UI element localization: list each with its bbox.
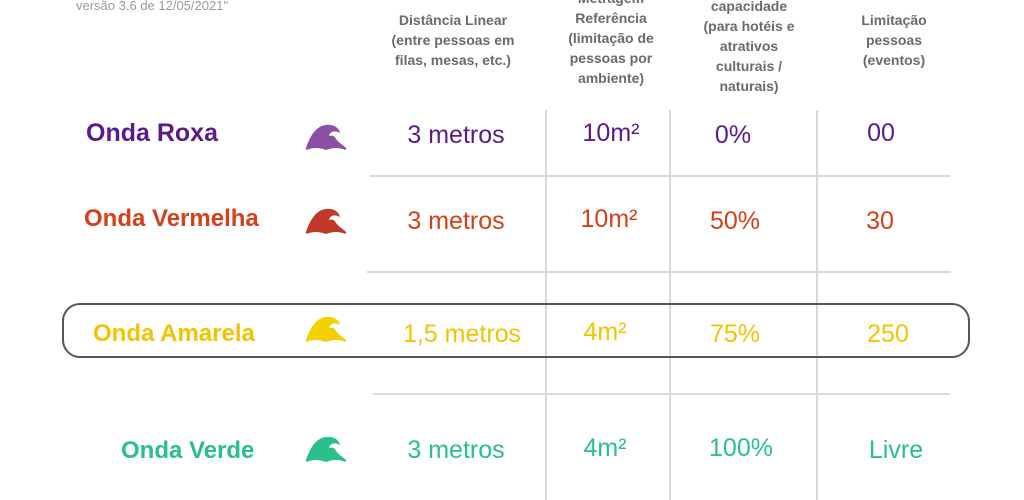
cell-area: 10m²: [582, 119, 640, 147]
cell-distance: 3 metros: [407, 121, 505, 149]
cell-area: 4m²: [583, 318, 627, 346]
grid-line: [545, 110, 547, 500]
cell-area: 4m²: [583, 434, 627, 462]
wave-icon: [305, 208, 347, 234]
cell-limit: 00: [867, 119, 895, 147]
grid-line: [816, 110, 818, 500]
cell-limit: Livre: [868, 436, 924, 464]
header-limit: Limitação pessoas (eventos): [861, 12, 927, 68]
version-note: versão 3.6 de 12/05/2021": [76, 0, 229, 13]
cell-distance: 3 metros: [407, 436, 505, 464]
cell-limit: 250: [867, 320, 909, 348]
cell-capacity: 100%: [709, 434, 773, 462]
cell-capacity: 50%: [709, 207, 761, 235]
wave-name-amarela: Onda Amarela: [93, 320, 255, 347]
grid-line: [373, 393, 950, 395]
highlighted-row-frame: [62, 303, 970, 358]
wave-icon: [305, 124, 347, 150]
cell-distance: 3 metros: [407, 207, 505, 235]
header-area: Metragem Referência (limitação de pessoa…: [568, 0, 654, 86]
wave-name-roxa: Onda Roxa: [86, 119, 218, 147]
wave-icon: [305, 316, 347, 342]
wave-name-vermelha: Onda Vermelha: [84, 205, 259, 232]
cell-distance: 1,5 metros: [402, 320, 522, 348]
header-distance: Distância Linear (entre pessoas em filas…: [391, 12, 515, 68]
cell-capacity: 0%: [714, 121, 752, 149]
wave-icon: [305, 436, 347, 462]
cell-area: 10m²: [580, 205, 638, 233]
grid-line: [370, 175, 950, 177]
wave-name-verde: Onda Verde: [121, 437, 255, 464]
grid-line: [669, 110, 671, 500]
cell-capacity: 75%: [709, 320, 761, 348]
grid-line: [367, 271, 951, 273]
header-capacity: capacidade (para hotéis e atrativos cult…: [703, 0, 795, 94]
cell-limit: 30: [866, 207, 894, 235]
